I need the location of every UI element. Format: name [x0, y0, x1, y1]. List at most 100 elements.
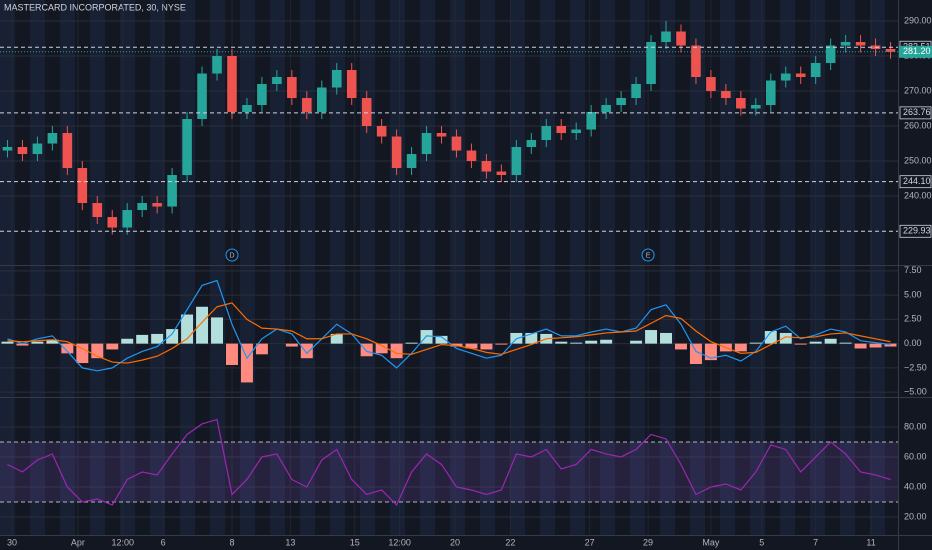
histogram-bar: [16, 343, 29, 346]
candle-body: [646, 42, 656, 85]
x-tick-label: 5: [759, 537, 764, 547]
rsi-band: [0, 441, 898, 502]
x-tick-label: 29: [643, 537, 653, 547]
histogram-bar: [31, 341, 44, 344]
x-tick-label: 12:00: [388, 537, 411, 547]
x-tick-label: 13: [285, 537, 295, 547]
y-tick-label: 7.50: [904, 265, 922, 275]
session-band: [150, 0, 165, 535]
candle-body: [32, 143, 43, 155]
candle-body: [391, 136, 402, 169]
candle-body: [167, 175, 177, 207]
histogram-bar: [181, 314, 194, 344]
candle-body: [302, 98, 312, 113]
candle-body: [361, 98, 372, 127]
candle-body: [556, 126, 567, 134]
candle-body: [212, 56, 222, 74]
histogram-bar: [839, 342, 852, 344]
y-tick-label: −2.50: [904, 362, 927, 372]
histogram-bar: [211, 317, 224, 344]
event-marker: [641, 248, 655, 262]
candle-body: [466, 150, 477, 162]
candle-body: [541, 126, 552, 141]
session-band: [570, 0, 585, 535]
y-tick-label: 2.50: [904, 314, 922, 324]
histogram-bar: [196, 306, 209, 344]
histogram-bar: [166, 329, 179, 344]
histogram-bar: [824, 338, 837, 344]
session-band: [270, 0, 285, 535]
candle-body: [825, 45, 836, 64]
candle-body: [227, 56, 237, 113]
session-band: [480, 0, 495, 535]
candle-body: [810, 63, 821, 78]
y-tick-label: 290.00: [904, 15, 932, 25]
candle-body: [107, 217, 118, 228]
histogram-bar: [869, 343, 882, 348]
y-tick-label: 240.00: [904, 190, 932, 200]
x-tick-label: 6: [161, 537, 166, 547]
candle-body: [197, 73, 207, 120]
histogram-bar: [106, 343, 119, 350]
session-band: [780, 0, 795, 535]
rsi-line: [7, 418, 891, 507]
candle-body: [62, 133, 73, 169]
candle-body: [376, 126, 387, 137]
histogram-bar: [465, 343, 478, 349]
session-band: [210, 0, 225, 535]
histogram-bar: [285, 343, 298, 347]
chart-title: MASTERCARD INCORPORATED, 30, NYSE: [4, 2, 186, 12]
candle-body: [616, 98, 626, 106]
histogram-bar: [255, 343, 268, 355]
session-band: [510, 0, 525, 535]
session-band: [660, 0, 675, 535]
histogram-bar: [555, 341, 568, 344]
y-tick-label: 60.00: [904, 451, 927, 461]
candle-body: [751, 105, 761, 109]
candle-body: [436, 133, 447, 137]
last-price-box: [899, 45, 932, 58]
x-tick-label: 15: [350, 537, 360, 547]
candle-body: [676, 31, 686, 46]
candle-body: [331, 70, 342, 88]
histogram-bar: [360, 343, 373, 357]
session-band: [390, 0, 405, 535]
candle-body: [242, 105, 252, 113]
x-tick-label: 11: [866, 537, 875, 547]
session-band: [690, 0, 705, 535]
candle-body: [287, 77, 297, 99]
candle-body: [152, 203, 162, 207]
candle-body: [257, 84, 267, 106]
x-tick-label: Apr: [71, 537, 85, 547]
candle-body: [691, 45, 701, 78]
histogram-bar: [674, 343, 687, 350]
session-band: [300, 0, 315, 535]
session-band: [810, 0, 825, 535]
histogram-bar: [480, 343, 493, 350]
candle-body: [406, 154, 417, 169]
candle-body: [511, 147, 522, 176]
histogram-bar: [76, 343, 89, 364]
candle-body: [721, 91, 731, 99]
histogram-bar: [630, 340, 643, 344]
candle-body: [706, 77, 716, 92]
session-band: [330, 0, 345, 535]
candle-body: [2, 147, 13, 151]
candle-body: [182, 119, 192, 176]
candle-body: [481, 161, 492, 172]
histogram-bar: [570, 342, 583, 344]
price-label-box: [899, 175, 932, 189]
histogram-bar: [585, 340, 598, 344]
x-tick-label: 8: [229, 537, 234, 547]
histogram-bar: [854, 343, 867, 349]
session-band: [90, 0, 105, 535]
macd-line: [7, 279, 891, 372]
session-band: [720, 0, 735, 535]
histogram-bar: [91, 343, 104, 359]
session-band: [360, 0, 375, 535]
y-tick-label: 0.00: [904, 338, 922, 348]
histogram-bar: [645, 330, 658, 344]
histogram-bar: [689, 343, 702, 365]
